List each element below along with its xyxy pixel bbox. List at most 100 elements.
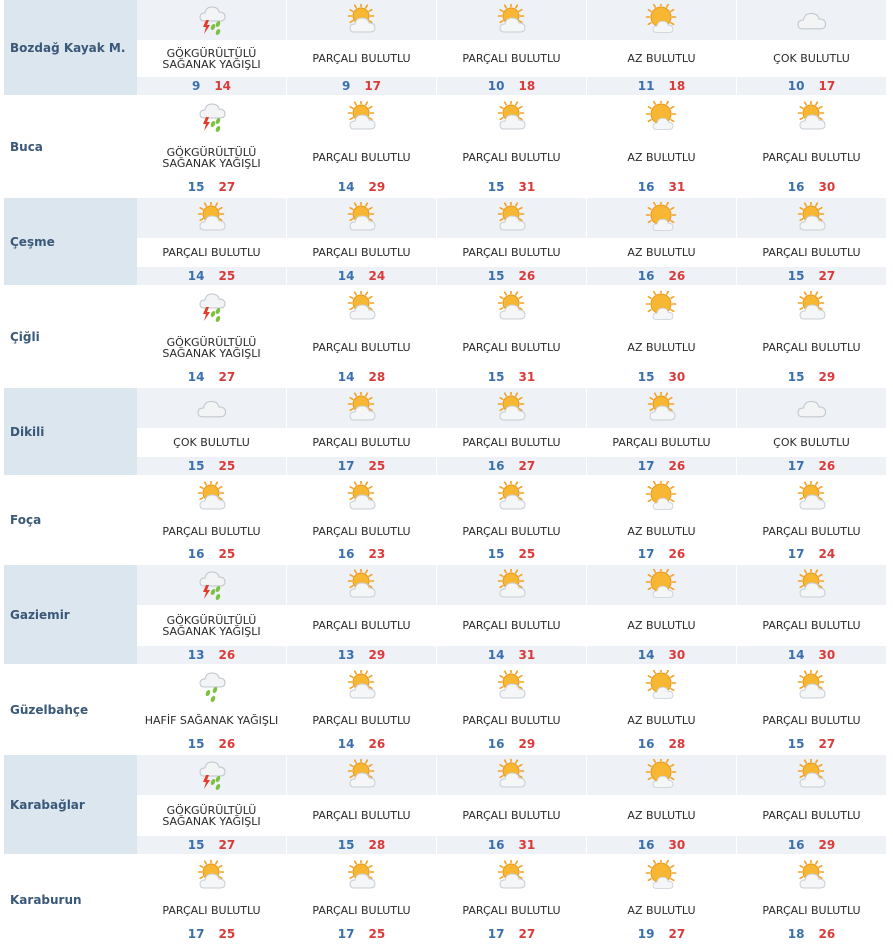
min-temperature: 15 <box>337 838 355 852</box>
day-cell: PARÇALI BULUTLU 9 17 <box>287 0 437 95</box>
max-temperature: 28 <box>668 737 686 751</box>
max-temperature: 26 <box>818 927 836 941</box>
day-cell: GÖKGÜRÜLTÜLÜ SAĞANAK YAĞIŞLI 15 27 <box>137 97 287 196</box>
day-cell: PARÇALI BULUTLU 16 27 <box>437 388 587 475</box>
forecast-row: Buca GÖKGÜRÜLTÜLÜ SAĞANAK YAĞIŞLI 15 27 PA… <box>0 97 893 198</box>
min-temperature: 15 <box>787 737 805 751</box>
max-temperature: 25 <box>368 927 386 941</box>
max-temperature: 18 <box>668 79 686 93</box>
thunderstorm-rain-icon <box>137 97 286 137</box>
max-temperature: 30 <box>668 370 686 384</box>
temperature-range: 17 25 <box>137 925 286 943</box>
temperature-range: 19 27 <box>587 925 736 943</box>
city-name[interactable]: Dikili <box>4 388 137 475</box>
temperature-range: 14 29 <box>287 178 436 196</box>
weather-description: AZ BULUTLU <box>587 517 736 545</box>
weather-description: PARÇALI BULUTLU <box>437 428 586 457</box>
weather-description: PARÇALI BULUTLU <box>737 896 886 925</box>
temperature-range: 15 31 <box>437 178 586 196</box>
day-cell: PARÇALI BULUTLU 14 25 <box>137 198 287 285</box>
temperature-range: 16 30 <box>587 836 736 854</box>
weather-description: PARÇALI BULUTLU <box>437 795 586 836</box>
mostly-sunny-icon <box>587 856 736 896</box>
partly-cloudy-icon <box>287 477 436 517</box>
temperature-range: 15 26 <box>437 267 586 285</box>
day-cell: ÇOK BULUTLU 10 17 <box>737 0 887 95</box>
temperature-range: 13 29 <box>287 646 436 664</box>
partly-cloudy-icon <box>437 0 586 40</box>
temperature-range: 15 27 <box>137 836 286 854</box>
min-temperature: 16 <box>787 180 805 194</box>
temperature-range: 15 27 <box>737 267 886 285</box>
weather-description: GÖKGÜRÜLTÜLÜ SAĞANAK YAĞIŞLI <box>137 137 286 178</box>
max-temperature: 25 <box>518 547 536 561</box>
day-cell: PARÇALI BULUTLU 17 25 <box>287 856 437 943</box>
partly-cloudy-icon <box>737 666 886 706</box>
temperature-range: 16 29 <box>737 836 886 854</box>
min-temperature: 13 <box>337 648 355 662</box>
temperature-range: 15 25 <box>437 545 586 563</box>
weather-description: PARÇALI BULUTLU <box>737 327 886 368</box>
partly-cloudy-icon <box>437 198 586 238</box>
max-temperature: 26 <box>518 269 536 283</box>
thunderstorm-rain-icon <box>137 0 286 40</box>
day-cell: GÖKGÜRÜLTÜLÜ SAĞANAK YAĞIŞLI 15 27 <box>137 755 287 854</box>
city-name[interactable]: Gaziemir <box>4 565 137 664</box>
city-name[interactable]: Çeşme <box>4 198 137 285</box>
day-cell: AZ BULUTLU 19 27 <box>587 856 737 943</box>
min-temperature: 15 <box>787 370 805 384</box>
temperature-range: 14 30 <box>737 646 886 664</box>
city-name[interactable]: Buca <box>4 97 137 196</box>
min-temperature: 15 <box>487 269 505 283</box>
city-name[interactable]: Bozdağ Kayak M. <box>4 0 137 95</box>
min-temperature: 15 <box>487 370 505 384</box>
min-temperature: 10 <box>787 79 805 93</box>
weather-description: PARÇALI BULUTLU <box>437 137 586 178</box>
day-cell: PARÇALI BULUTLU 14 26 <box>287 666 437 753</box>
weather-description: PARÇALI BULUTLU <box>287 795 436 836</box>
city-name[interactable]: Çiğli <box>4 287 137 386</box>
temperature-range: 15 28 <box>287 836 436 854</box>
city-name[interactable]: Foça <box>4 477 137 563</box>
partly-cloudy-icon <box>137 198 286 238</box>
temperature-range: 14 31 <box>437 646 586 664</box>
max-temperature: 14 <box>214 79 232 93</box>
day-cell: PARÇALI BULUTLU 14 24 <box>287 198 437 285</box>
min-temperature: 19 <box>637 927 655 941</box>
city-name[interactable]: Karaburun <box>4 856 137 943</box>
max-temperature: 23 <box>368 547 386 561</box>
max-temperature: 29 <box>818 370 836 384</box>
weather-description: AZ BULUTLU <box>587 40 736 77</box>
max-temperature: 27 <box>818 269 836 283</box>
city-name[interactable]: Güzelbahçe <box>4 666 137 753</box>
weather-description: AZ BULUTLU <box>587 605 736 646</box>
forecast-row: Foça PARÇALI BULUTLU 16 25 PARÇALI BULUTLU… <box>0 477 893 565</box>
city-name[interactable]: Karabağlar <box>4 755 137 854</box>
min-temperature: 17 <box>487 927 505 941</box>
min-temperature: 14 <box>487 648 505 662</box>
min-temperature: 14 <box>337 370 355 384</box>
max-temperature: 30 <box>668 838 686 852</box>
temperature-range: 15 27 <box>737 735 886 753</box>
partly-cloudy-icon <box>737 198 886 238</box>
day-cell: PARÇALI BULUTLU 17 25 <box>287 388 437 475</box>
mostly-sunny-icon <box>587 755 736 795</box>
temperature-range: 10 18 <box>437 77 586 95</box>
max-temperature: 25 <box>218 927 236 941</box>
weather-description: PARÇALI BULUTLU <box>287 517 436 545</box>
min-temperature: 17 <box>787 459 805 473</box>
weather-description: PARÇALI BULUTLU <box>287 428 436 457</box>
temperature-range: 16 30 <box>737 178 886 196</box>
partly-cloudy-icon <box>287 388 436 428</box>
partly-cloudy-icon <box>587 388 736 428</box>
weather-description: PARÇALI BULUTLU <box>437 605 586 646</box>
weather-description: ÇOK BULUTLU <box>737 428 886 457</box>
weather-description: PARÇALI BULUTLU <box>737 517 886 545</box>
day-cell: PARÇALI BULUTLU 15 27 <box>737 198 887 285</box>
temperature-range: 15 25 <box>137 457 286 475</box>
forecast-row: Gaziemir GÖKGÜRÜLTÜLÜ SAĞANAK YAĞIŞLI 13 2… <box>0 565 893 666</box>
temperature-range: 15 27 <box>137 178 286 196</box>
weather-description: ÇOK BULUTLU <box>137 428 286 457</box>
weather-description: PARÇALI BULUTLU <box>737 706 886 735</box>
